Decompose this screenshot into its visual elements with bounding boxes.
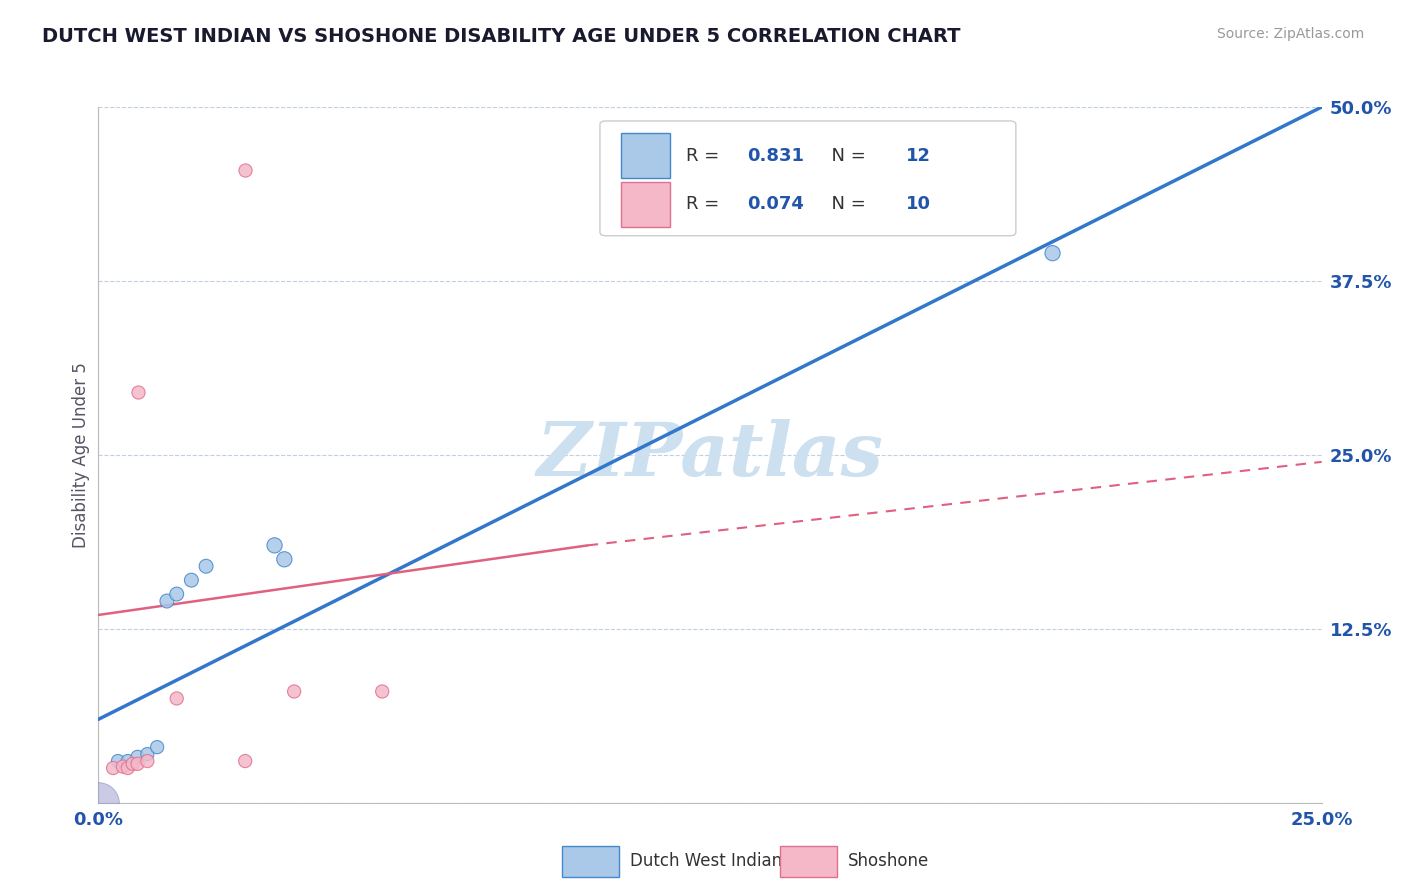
Point	[180, 573, 202, 587]
Text: R =: R =	[686, 195, 724, 213]
Point	[273, 552, 295, 566]
Point	[127, 385, 149, 400]
Point	[87, 796, 110, 810]
Text: 0.074: 0.074	[747, 195, 804, 213]
FancyBboxPatch shape	[620, 182, 669, 227]
Point	[117, 754, 139, 768]
Point	[136, 747, 159, 761]
Text: Source: ZipAtlas.com: Source: ZipAtlas.com	[1216, 27, 1364, 41]
Text: DUTCH WEST INDIAN VS SHOSHONE DISABILITY AGE UNDER 5 CORRELATION CHART: DUTCH WEST INDIAN VS SHOSHONE DISABILITY…	[42, 27, 960, 45]
FancyBboxPatch shape	[600, 121, 1015, 235]
Text: Dutch West Indians: Dutch West Indians	[630, 852, 790, 870]
Point	[111, 759, 134, 773]
Text: 0.831: 0.831	[747, 147, 804, 165]
Point	[117, 761, 139, 775]
Point	[121, 756, 143, 771]
Point	[263, 538, 285, 552]
Point	[195, 559, 218, 574]
Point	[1042, 246, 1064, 260]
Text: 12: 12	[905, 147, 931, 165]
Text: N =: N =	[820, 195, 872, 213]
Text: Shoshone: Shoshone	[848, 852, 929, 870]
Point	[283, 684, 305, 698]
Y-axis label: Disability Age Under 5: Disability Age Under 5	[72, 362, 90, 548]
Point	[146, 740, 169, 755]
Point	[127, 750, 149, 764]
Point	[101, 761, 124, 775]
Text: ZIPatlas: ZIPatlas	[537, 418, 883, 491]
Point	[107, 754, 129, 768]
Point	[233, 162, 256, 177]
Point	[156, 594, 179, 608]
Text: N =: N =	[820, 147, 872, 165]
Point	[166, 691, 188, 706]
Point	[127, 756, 149, 771]
Point	[371, 684, 394, 698]
Text: R =: R =	[686, 147, 724, 165]
Text: 10: 10	[905, 195, 931, 213]
FancyBboxPatch shape	[620, 133, 669, 178]
Point	[233, 754, 256, 768]
Point	[166, 587, 188, 601]
Point	[136, 754, 159, 768]
